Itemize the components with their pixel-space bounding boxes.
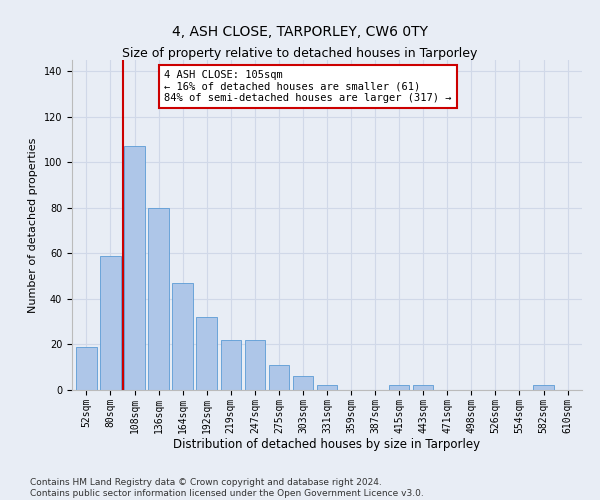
Bar — [172, 283, 193, 390]
Bar — [245, 340, 265, 390]
Bar — [76, 347, 97, 390]
Bar — [148, 208, 169, 390]
Bar — [413, 386, 433, 390]
Bar — [124, 146, 145, 390]
Text: Size of property relative to detached houses in Tarporley: Size of property relative to detached ho… — [122, 48, 478, 60]
Y-axis label: Number of detached properties: Number of detached properties — [28, 138, 38, 312]
Text: 4 ASH CLOSE: 105sqm
← 16% of detached houses are smaller (61)
84% of semi-detach: 4 ASH CLOSE: 105sqm ← 16% of detached ho… — [164, 70, 451, 103]
Bar — [293, 376, 313, 390]
Text: Contains HM Land Registry data © Crown copyright and database right 2024.
Contai: Contains HM Land Registry data © Crown c… — [30, 478, 424, 498]
Bar — [196, 317, 217, 390]
X-axis label: Distribution of detached houses by size in Tarporley: Distribution of detached houses by size … — [173, 438, 481, 452]
Bar — [221, 340, 241, 390]
Bar — [317, 386, 337, 390]
Text: 4, ASH CLOSE, TARPORLEY, CW6 0TY: 4, ASH CLOSE, TARPORLEY, CW6 0TY — [172, 25, 428, 39]
Bar — [389, 386, 409, 390]
Bar — [533, 386, 554, 390]
Bar — [269, 365, 289, 390]
Bar — [100, 256, 121, 390]
